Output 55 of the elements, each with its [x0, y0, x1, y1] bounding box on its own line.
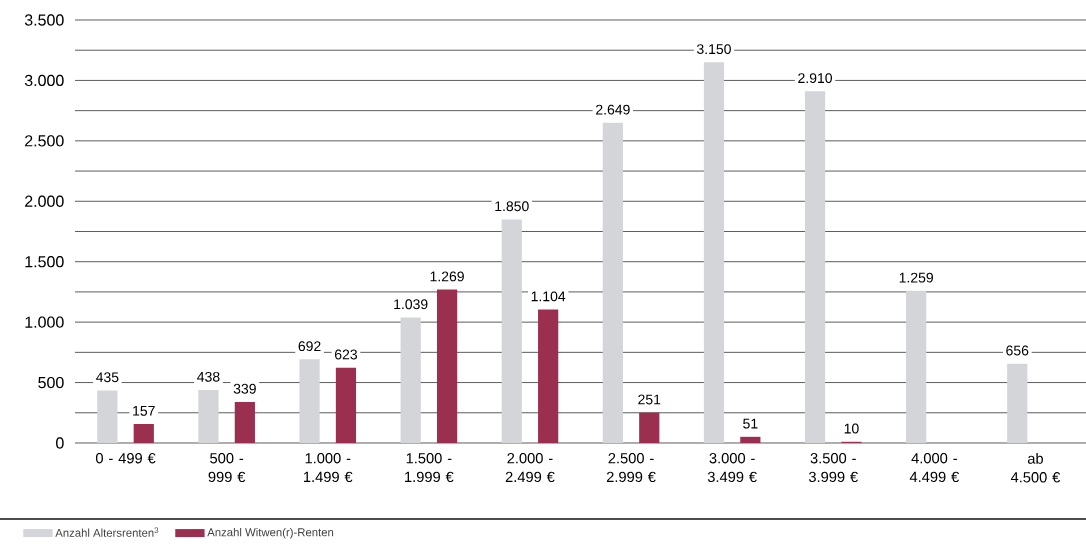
data-label: 2.649	[596, 104, 630, 115]
data-label: 1.269	[430, 271, 464, 282]
y-tick-label: 2.500	[25, 135, 64, 147]
data-label: 51	[743, 418, 758, 429]
bar	[198, 390, 219, 443]
x-tick-label: 0 - 499 €	[95, 453, 156, 464]
bar	[602, 122, 623, 443]
bar	[97, 390, 118, 443]
bar	[1007, 363, 1028, 443]
data-label: 435	[96, 372, 119, 383]
data-label: 656	[1006, 345, 1029, 356]
data-label: 438	[197, 371, 220, 382]
x-tick-label: ab 4.500 €	[1010, 453, 1061, 483]
bar	[234, 402, 255, 443]
bar	[299, 359, 320, 443]
data-label: 339	[233, 383, 256, 394]
bar	[639, 412, 660, 443]
x-tick-label: 2.000 - 2.499 €	[505, 453, 555, 483]
bar	[740, 436, 761, 443]
x-tick-label: 500 - 999 €	[208, 453, 246, 483]
data-label: 3.150	[696, 44, 731, 55]
bar	[335, 367, 357, 443]
legend-label: Anzahl Witwen(r)-Renten	[207, 527, 334, 539]
data-label: 2.910	[798, 73, 833, 84]
bar	[906, 290, 927, 443]
data-label: 1.850	[495, 201, 529, 212]
bar	[436, 289, 458, 443]
data-label: 1.104	[531, 291, 566, 302]
y-tick-label: 3.500	[24, 14, 64, 26]
bar	[400, 317, 421, 443]
data-label: 1.039	[394, 299, 428, 310]
x-tick-label: 1.000 - 1.499 €	[303, 453, 353, 483]
bar	[501, 219, 522, 443]
y-tick-label: 2.000	[25, 195, 64, 207]
data-label: 251	[638, 394, 661, 405]
x-tick-label: 1.500 - 1.999 €	[405, 453, 454, 483]
bar	[133, 424, 154, 443]
legend-label: Anzahl Altersrenten$^{3}$	[55, 527, 159, 537]
y-tick-label: 1.500	[25, 256, 64, 268]
x-tick-label: 2.500 - 2.999 €	[606, 453, 656, 483]
y-tick-label: 1.000	[25, 316, 64, 328]
bar	[804, 91, 826, 443]
x-tick-label: 4.000 - 4.499 €	[909, 453, 960, 483]
data-label: 10	[844, 423, 859, 434]
x-tick-label: 3.000 - 3.499 €	[707, 453, 757, 483]
y-tick-label: 0	[56, 437, 64, 449]
data-label: 157	[133, 405, 155, 416]
data-label: 1.259	[899, 272, 933, 283]
y-tick-label: 3.000	[24, 74, 64, 87]
data-label: 692	[298, 341, 321, 352]
bar	[538, 309, 559, 443]
y-tick-label: 500	[38, 376, 64, 389]
x-tick-label: 3.500 - 3.999 €	[808, 453, 858, 483]
data-label: 623	[334, 349, 358, 360]
bar	[703, 62, 725, 443]
